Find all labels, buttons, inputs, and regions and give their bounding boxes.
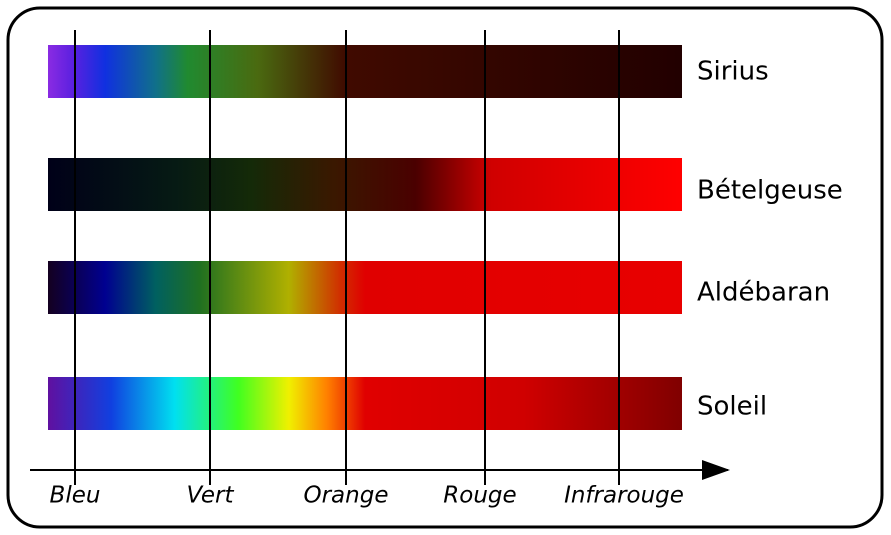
spectrum [48, 377, 682, 430]
axis-label: Rouge [443, 483, 516, 509]
star-label: Soleil [697, 392, 767, 422]
star-label: Bételgeuse [697, 176, 843, 206]
diagram: Sirius Bételgeuse Aldébaran Soleil Bleu … [0, 0, 891, 535]
axis-label: Bleu [50, 483, 101, 509]
axis-label: Vert [186, 483, 234, 509]
spectrum [48, 261, 682, 314]
axis-label: Infrarouge [564, 483, 684, 509]
spectrum [48, 45, 682, 98]
star-label: Sirius [697, 57, 769, 87]
axis-label: Orange [304, 483, 389, 509]
star-label: Aldébaran [697, 278, 830, 308]
spectrum [48, 158, 682, 211]
